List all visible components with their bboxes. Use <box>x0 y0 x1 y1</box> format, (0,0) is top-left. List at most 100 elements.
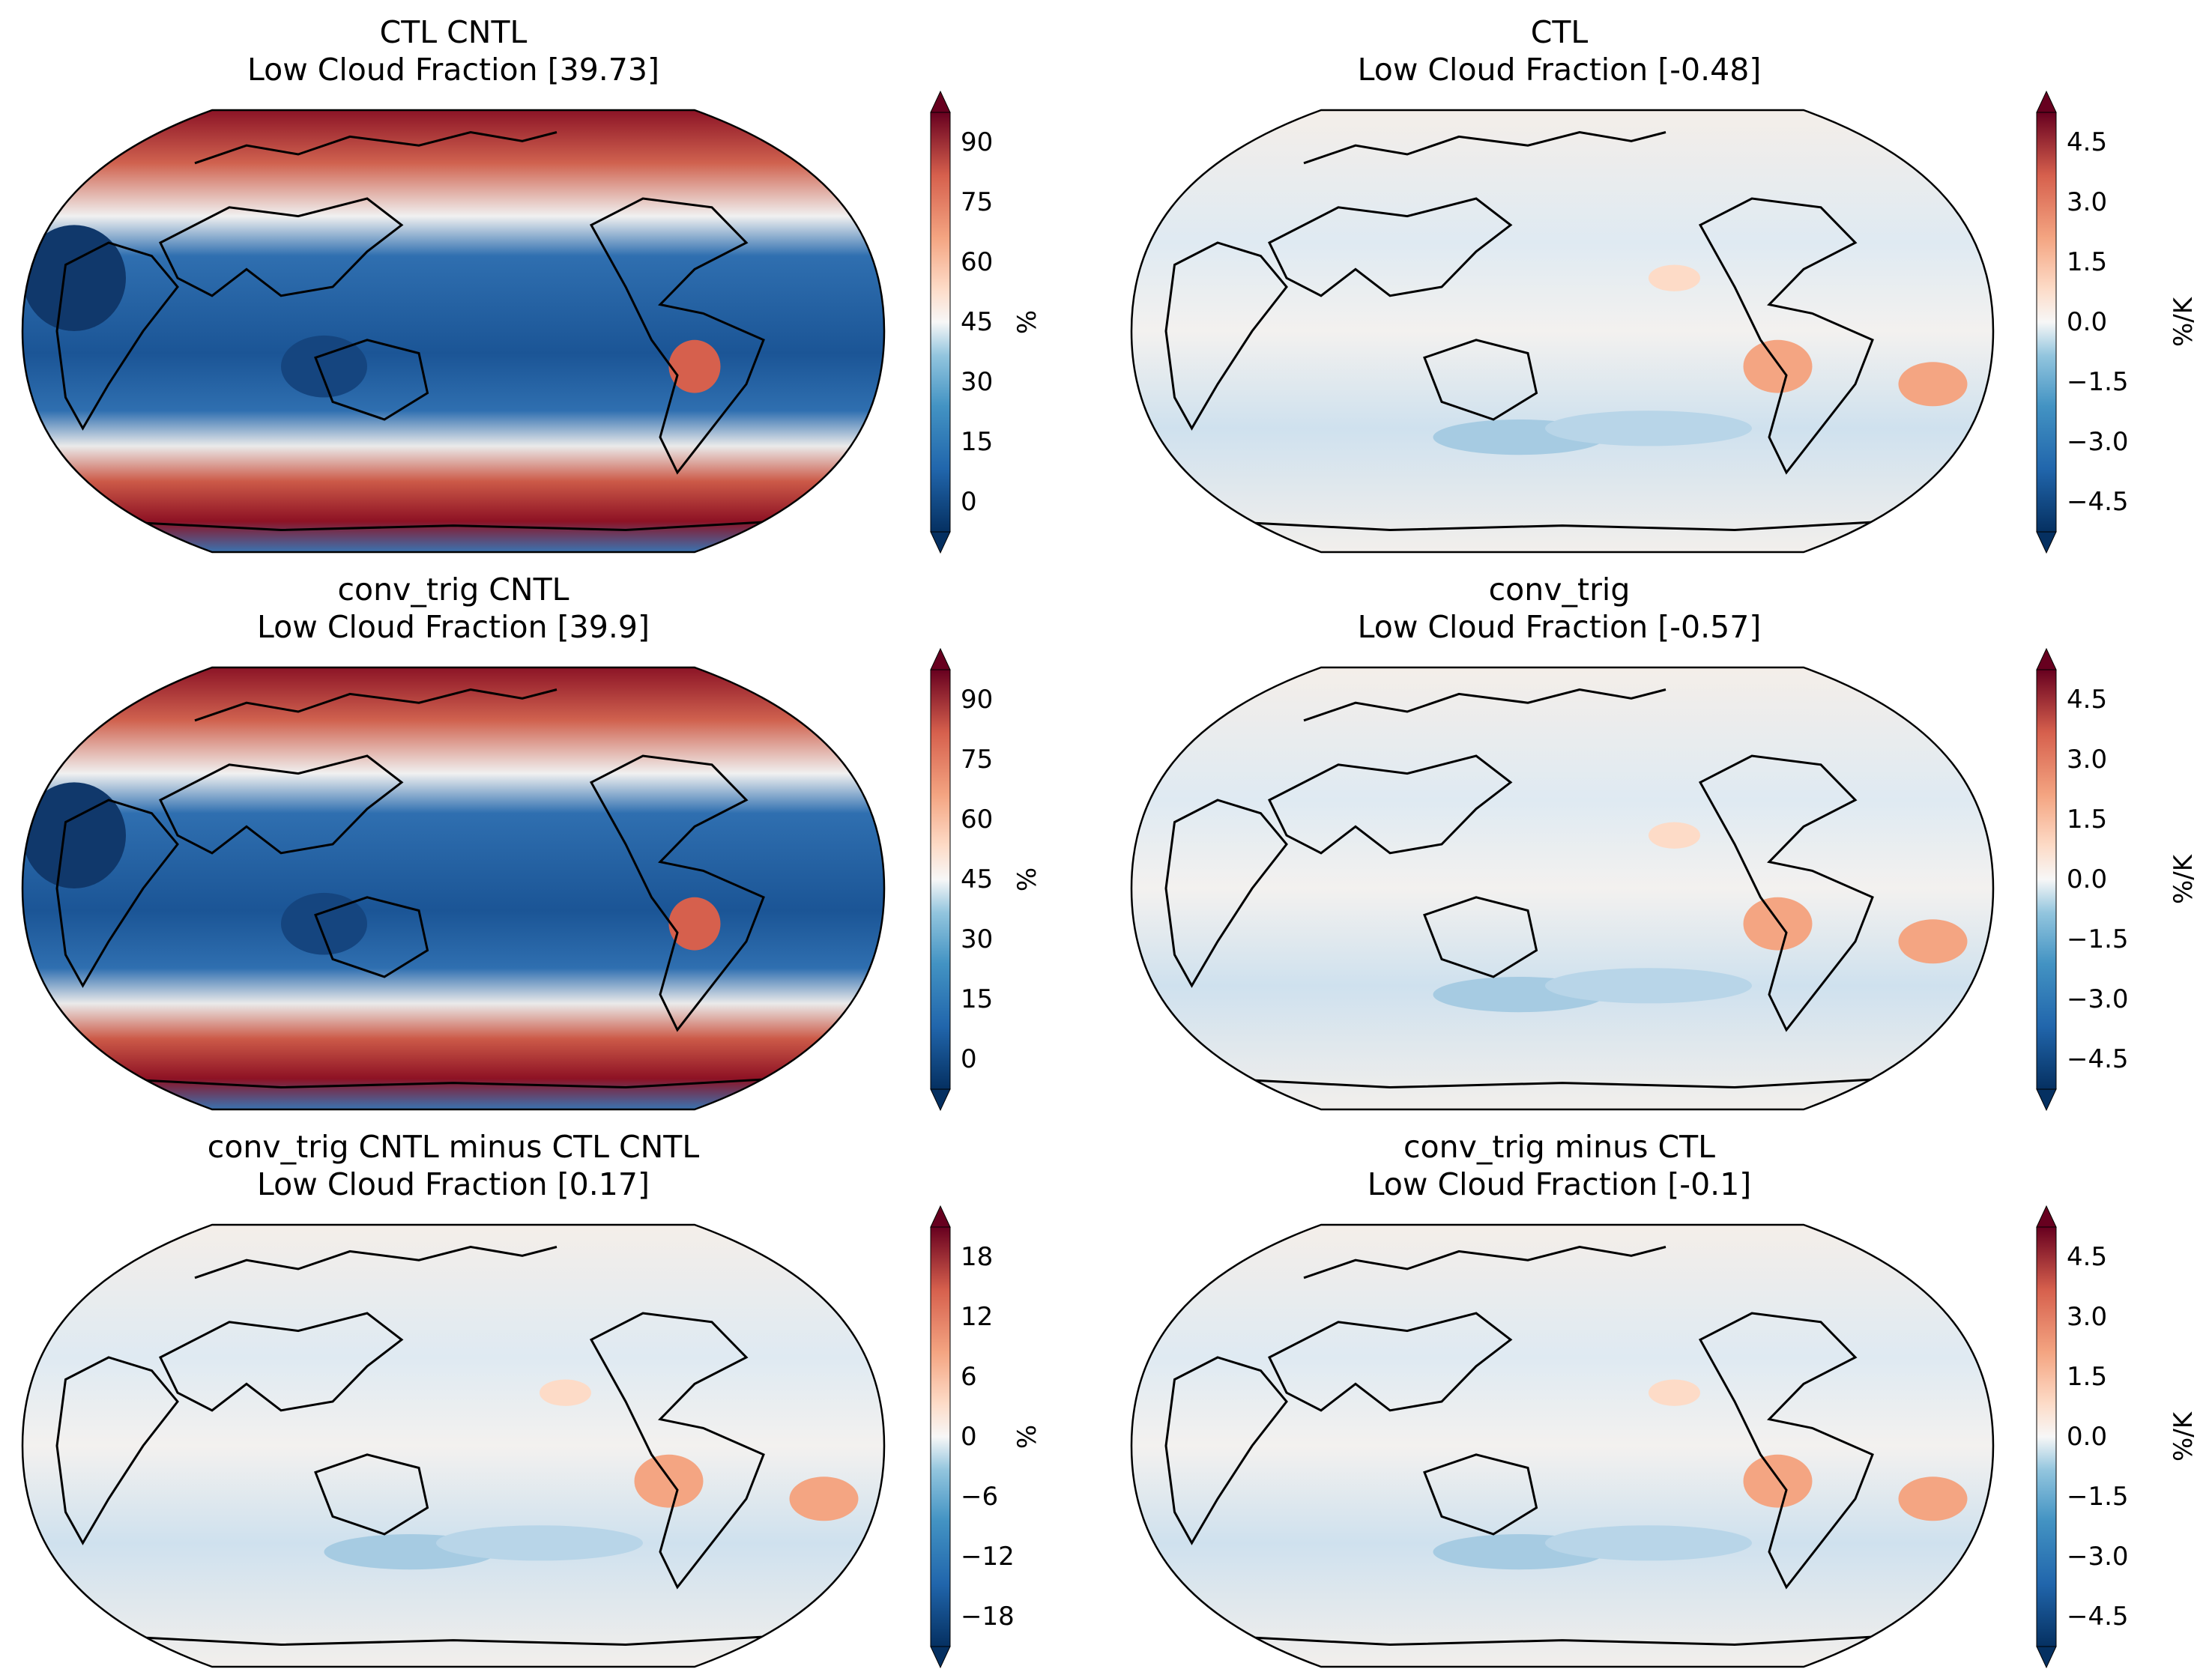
panel-title-line1: conv_trig CNTL minus CTL CNTL <box>207 1129 700 1165</box>
panel-title: conv_trig CNTL Low Cloud Fraction [39.9] <box>0 571 907 646</box>
anomaly-region <box>1743 897 1813 951</box>
colorbar-tick-label: −3.0 <box>2067 427 2129 457</box>
colorbar <box>930 647 951 1112</box>
anomaly-region <box>1545 411 1752 446</box>
colorbar-extend-max <box>930 647 951 670</box>
map-field <box>1131 1225 1993 1667</box>
colorbar-tick-label: 3.0 <box>2067 745 2108 775</box>
colorbar-unit-label: %/K <box>2169 297 2199 348</box>
panel-title-line2: Low Cloud Fraction [-0.57] <box>1357 609 1762 645</box>
colorbar-tick-label: 18 <box>961 1242 994 1272</box>
panel-title-line1: conv_trig <box>1488 572 1631 608</box>
anomaly-region <box>540 1379 591 1406</box>
panel-title-line2: Low Cloud Fraction [-0.1] <box>1367 1166 1752 1202</box>
anomaly-region <box>22 782 126 888</box>
colorbar-tick-label: 1.5 <box>2067 1362 2108 1392</box>
map-panel: CTL Low Cloud Fraction [-0.48] 4.5 3.0 1.5 0.… <box>1106 0 2212 557</box>
panel-title-line1: conv_trig CNTL <box>337 572 569 608</box>
colorbar-extend-max <box>2036 1205 2057 1228</box>
anomaly-region <box>1545 1525 1752 1561</box>
map-panel: conv_trig CNTL Low Cloud Fraction [39.9] 9… <box>0 557 1106 1115</box>
colorbar-tick-label: −1.5 <box>2067 924 2129 954</box>
colorbar-tick-label: −4.5 <box>2067 1602 2129 1632</box>
panel-title: CTL Low Cloud Fraction [-0.48] <box>1106 13 2013 88</box>
colorbar-tick-label: −1.5 <box>2067 367 2129 397</box>
colorbar-tick-label: 3.0 <box>2067 1302 2108 1332</box>
panel-title: conv_trig CNTL minus CTL CNTL Low Cloud F… <box>0 1128 907 1203</box>
anomaly-region <box>1649 264 1700 291</box>
anomaly-region <box>436 1525 643 1561</box>
panel-title-line1: CTL CNTL <box>379 14 528 50</box>
anomaly-region <box>1898 362 1968 407</box>
colorbar-tick-label: −18 <box>961 1602 1015 1632</box>
panel-title-line2: Low Cloud Fraction [39.9] <box>257 609 650 645</box>
colorbar-tick-label: 0 <box>961 1422 977 1452</box>
colorbar-unit-label: % <box>1012 1424 1043 1450</box>
colorbar-tick-label: 15 <box>961 984 994 1014</box>
colorbar-unit-label: %/K <box>2169 854 2199 905</box>
globe-map <box>21 109 886 554</box>
globe-map <box>1130 1223 1995 1668</box>
map-outline <box>1130 1223 1995 1668</box>
colorbar-gradient <box>2036 1226 2057 1647</box>
panel-title-line2: Low Cloud Fraction [0.17] <box>257 1166 650 1202</box>
colorbar-unit-label: %/K <box>2169 1411 2199 1462</box>
colorbar-tick-label: 4.5 <box>2067 1242 2108 1272</box>
globe-map <box>1130 109 1995 554</box>
anomaly-region <box>1898 919 1968 964</box>
panel-title: conv_trig Low Cloud Fraction [-0.57] <box>1106 571 2013 646</box>
colorbar <box>930 90 951 554</box>
map-outline <box>1130 109 1995 554</box>
colorbar-tick-label: −4.5 <box>2067 487 2129 517</box>
coastlines <box>1164 688 1891 1089</box>
colorbar-tick-label: 4.5 <box>2067 127 2108 157</box>
colorbar-tick-label: −3.0 <box>2067 984 2129 1014</box>
colorbar-gradient <box>2036 669 2057 1090</box>
panel-title-line2: Low Cloud Fraction [-0.48] <box>1357 52 1762 88</box>
panel-title-line1: CTL <box>1530 14 1589 50</box>
colorbar-unit-label: % <box>1012 867 1043 892</box>
colorbar <box>2036 1205 2057 1669</box>
map-outline <box>1130 666 1995 1111</box>
anomaly-region <box>281 892 367 955</box>
globe-map <box>21 1223 886 1668</box>
colorbar-tick-label: 1.5 <box>2067 805 2108 835</box>
anomaly-region <box>668 897 721 951</box>
colorbar-extend-min <box>930 531 951 554</box>
colorbar-gradient <box>930 112 951 533</box>
map-field <box>22 1225 884 1667</box>
map-outline <box>21 666 886 1111</box>
map-field <box>22 667 884 1109</box>
map-panel: conv_trig minus CTL Low Cloud Fraction [-… <box>1106 1115 2212 1672</box>
anomaly-region <box>281 335 367 398</box>
map-panel: CTL CNTL Low Cloud Fraction [39.73] 90 75 60… <box>0 0 1106 557</box>
colorbar-gradient <box>930 669 951 1090</box>
colorbar-tick-label: 90 <box>961 685 994 715</box>
colorbar-extend-max <box>2036 647 2057 670</box>
colorbar-tick-label: 0 <box>961 487 977 517</box>
colorbar-extend-max <box>930 1205 951 1228</box>
map-field <box>1131 110 1993 552</box>
colorbar-tick-label: 6 <box>961 1362 977 1392</box>
anomaly-region <box>668 339 721 393</box>
colorbar-tick-label: 0.0 <box>2067 864 2108 894</box>
anomaly-region <box>634 1454 704 1508</box>
colorbar-tick-label: 75 <box>961 745 994 775</box>
colorbar <box>2036 90 2057 554</box>
colorbar-tick-label: 0 <box>961 1044 977 1074</box>
globe-map <box>21 666 886 1111</box>
colorbar-tick-label: 90 <box>961 127 994 157</box>
coastlines <box>55 1245 782 1647</box>
globe-map <box>1130 666 1995 1111</box>
colorbar-tick-label: 1.5 <box>2067 247 2108 277</box>
colorbar-extend-max <box>930 90 951 113</box>
anomaly-region <box>789 1476 859 1521</box>
colorbar-tick-label: 4.5 <box>2067 685 2108 715</box>
anomaly-region <box>1545 968 1752 1004</box>
anomaly-region <box>22 225 126 331</box>
colorbar-tick-label: −4.5 <box>2067 1044 2129 1074</box>
colorbar-tick-label: −3.0 <box>2067 1542 2129 1572</box>
coastlines <box>1164 1245 1891 1647</box>
anomaly-region <box>1898 1476 1968 1521</box>
colorbar-tick-label: 12 <box>961 1302 994 1332</box>
